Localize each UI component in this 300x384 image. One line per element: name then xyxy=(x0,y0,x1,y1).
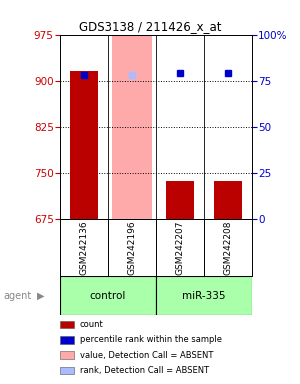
Text: count: count xyxy=(80,320,103,329)
Bar xyxy=(156,276,252,315)
Bar xyxy=(156,219,204,276)
Text: GSM242196: GSM242196 xyxy=(128,220,136,275)
Bar xyxy=(60,276,156,315)
Bar xyxy=(204,219,252,276)
Bar xyxy=(214,181,242,219)
Text: GSM242136: GSM242136 xyxy=(80,220,88,275)
Text: value, Detection Call = ABSENT: value, Detection Call = ABSENT xyxy=(80,351,213,360)
Bar xyxy=(70,71,98,219)
Text: control: control xyxy=(90,291,126,301)
Text: GSM242207: GSM242207 xyxy=(176,220,184,275)
Bar xyxy=(60,219,108,276)
Text: miR-335: miR-335 xyxy=(182,291,226,301)
Text: GDS3138 / 211426_x_at: GDS3138 / 211426_x_at xyxy=(79,20,221,33)
Text: percentile rank within the sample: percentile rank within the sample xyxy=(80,335,221,344)
Text: agent: agent xyxy=(3,291,31,301)
Text: GSM242208: GSM242208 xyxy=(224,220,232,275)
Bar xyxy=(108,219,156,276)
Bar xyxy=(166,181,194,219)
Text: rank, Detection Call = ABSENT: rank, Detection Call = ABSENT xyxy=(80,366,208,375)
Text: ▶: ▶ xyxy=(37,291,44,301)
Bar xyxy=(112,35,152,219)
